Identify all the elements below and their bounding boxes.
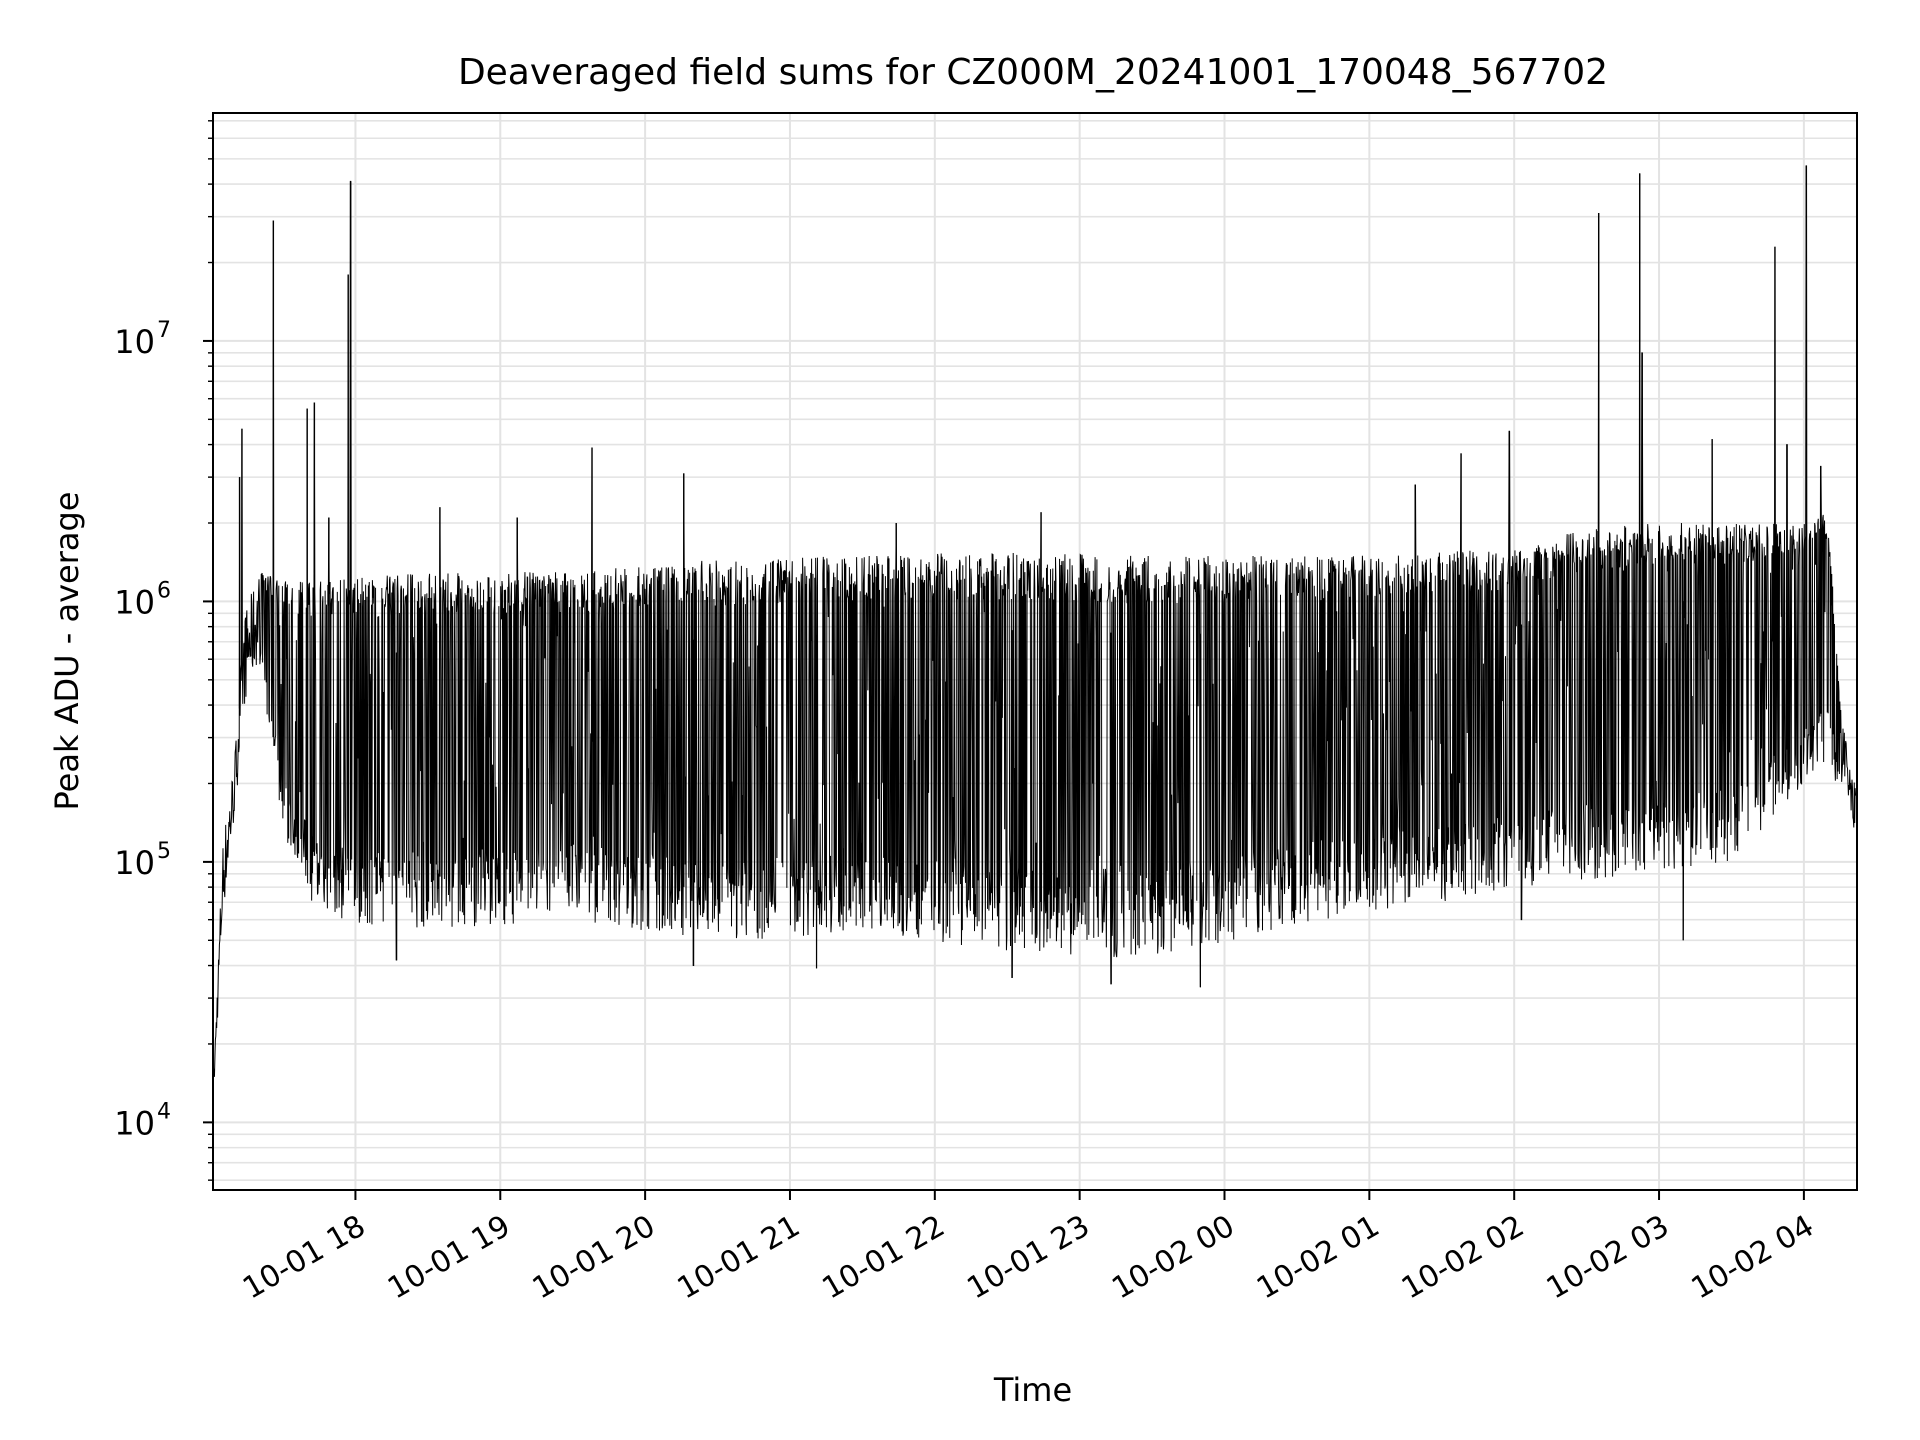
y-axis-label: Peak ADU - average (48, 492, 86, 811)
x-axis-label: Time (993, 1371, 1072, 1409)
series-path (213, 165, 1857, 1077)
y-tick-label: 10 (114, 583, 155, 621)
y-tick-label: 10 (114, 844, 155, 882)
chart-title: Deaveraged field sums for CZ000M_2024100… (458, 52, 1608, 93)
y-tick-label: 10 (114, 1104, 155, 1142)
y-tick-label: 10 (114, 323, 155, 361)
y-tick-exponent: 5 (157, 839, 171, 864)
y-tick-exponent: 6 (157, 578, 171, 603)
series-line (213, 165, 1857, 1077)
y-tick-exponent: 4 (157, 1099, 171, 1124)
y-tick-exponent: 7 (157, 318, 171, 343)
plot-frame (212, 112, 1858, 1191)
